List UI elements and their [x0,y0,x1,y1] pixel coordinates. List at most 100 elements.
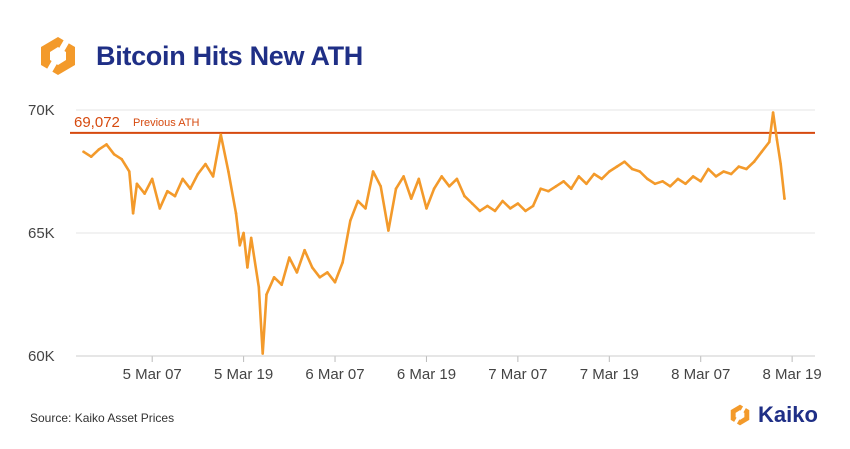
kaiko-hexagon-icon [41,35,75,77]
data-point [760,150,763,154]
data-point [120,157,123,161]
x-tick-label: 5 Mar 19 [214,366,273,383]
data-point [569,187,573,190]
data-point [547,189,550,193]
chart-title: Bitcoin Hits New ATH [96,40,364,71]
data-point [219,133,223,136]
data-point [463,194,466,198]
data-point [364,207,367,210]
data-point [531,204,535,208]
data-point [608,170,611,173]
x-tick-label: 7 Mar 07 [488,366,547,383]
data-point [280,283,284,287]
data-point [196,172,200,176]
data-point [150,177,154,181]
data-point [105,143,108,146]
data-point [729,172,733,176]
grid-lines [76,109,815,357]
data-point [387,229,390,232]
data-point [371,170,375,173]
data-point [211,175,215,178]
data-point [493,209,497,213]
data-point [524,209,527,213]
data-point [615,165,619,168]
data-point [779,162,782,166]
data-point [310,266,314,269]
data-point [356,199,360,203]
data-point [234,212,238,215]
data-point [333,280,337,284]
data-point [630,167,634,171]
data-point [661,180,664,183]
data-point [783,197,786,200]
data-point [425,207,428,210]
data-point [440,175,444,178]
chart-header: Bitcoin Hits New ATH [36,34,363,78]
data-point [227,170,230,173]
data-point [562,180,565,183]
x-tick-label: 8 Mar 07 [671,366,730,383]
data-point [470,202,474,205]
data-point [379,185,383,188]
data-point [409,197,413,200]
data-point [89,155,93,158]
data-point [135,182,139,186]
data-point [204,162,207,166]
x-tick-label: 6 Mar 19 [397,366,456,383]
data-point [722,170,725,173]
data-point [143,192,146,195]
data-point [554,185,558,188]
data-point [249,236,253,240]
data-point [326,271,329,274]
data-point [97,148,101,151]
data-point [455,177,459,181]
data-point [128,170,131,173]
brand-logo: Kaiko [728,402,818,428]
data-point [173,194,177,198]
data-point [714,175,718,178]
data-point [577,175,581,178]
data-point [261,352,265,355]
y-tick-label: 65K [28,225,55,242]
y-tick-label: 60K [28,348,55,365]
data-point [745,167,748,171]
data-point [295,271,299,274]
data-point [509,207,512,210]
data-point [417,177,421,181]
data-point [707,167,710,171]
data-point [448,185,451,188]
data-point [676,177,680,181]
x-axis: 5 Mar 07 5 Mar 19 6 Mar 07 6 Mar 19 7 Mar 07… [123,356,822,383]
data-point [318,276,322,279]
data-point [181,177,184,181]
data-point [112,153,116,156]
x-tick-label: 8 Mar 19 [763,366,822,383]
data-point [752,160,756,163]
data-point [166,189,169,193]
x-tick-label: 7 Mar 19 [580,366,639,383]
data-point [585,182,588,186]
data-point [272,276,276,279]
data-point [501,199,504,203]
data-point [341,261,344,264]
data-point [432,187,436,190]
data-point [737,165,741,168]
data-point [539,187,542,190]
source-note: Source: Kaiko Asset Prices [30,411,175,425]
data-point [600,177,603,181]
previous-ath-value-label: 69,072 [74,114,120,131]
data-point [257,285,261,289]
data-point [349,219,352,222]
data-point [402,175,405,178]
data-point [246,266,249,269]
data-point [242,231,245,235]
data-point [691,175,695,178]
data-point [768,140,771,144]
brand-name: Kaiko [758,402,818,427]
data-point [288,256,291,259]
data-point [303,248,306,252]
data-point [394,187,398,190]
data-point [131,212,135,215]
data-point [486,204,489,208]
